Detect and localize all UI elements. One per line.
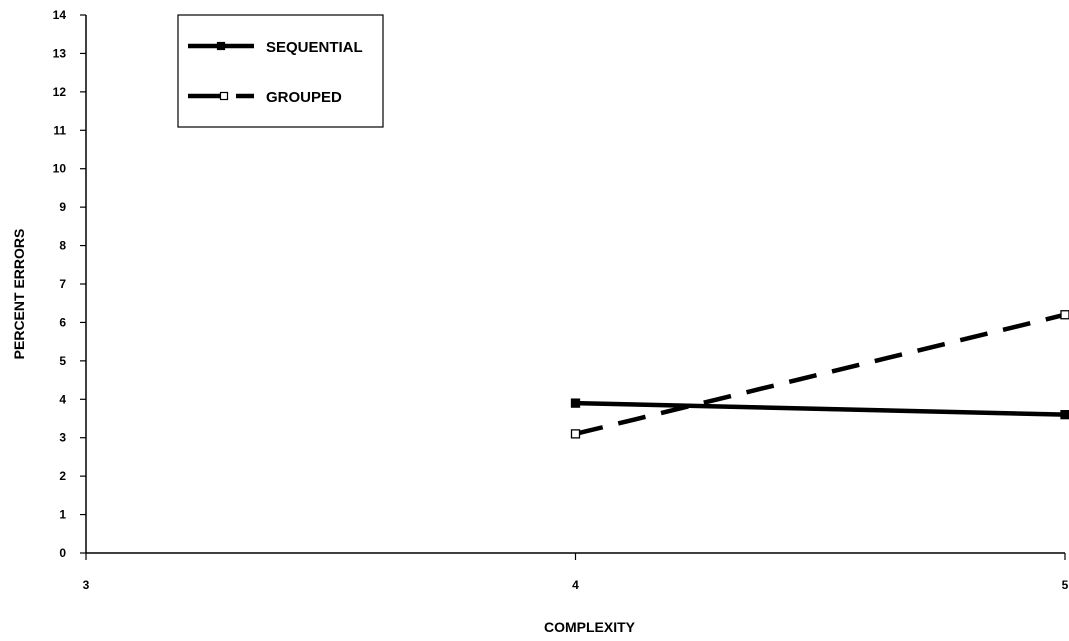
y-tick-label: 6	[59, 315, 66, 329]
y-tick-label: 5	[59, 354, 66, 368]
legend-items: SEQUENTIAL GROUPED	[188, 39, 363, 106]
y-axis-title: PERCENT ERRORS	[11, 229, 27, 360]
y-tick-label: 1	[59, 508, 66, 522]
y-tick-label: 12	[53, 85, 67, 99]
legend-label: SEQUENTIAL	[266, 39, 363, 56]
y-tick-label: 7	[59, 277, 66, 291]
legend-marker	[219, 91, 229, 101]
y-tick-label: 11	[53, 123, 66, 137]
legend-marker	[216, 41, 226, 51]
series-layer	[570, 310, 1069, 439]
y-tick-label: 2	[59, 469, 66, 483]
data-point-sequential	[570, 398, 581, 408]
y-tick-label: 9	[59, 200, 66, 214]
series-line-grouped	[574, 312, 1066, 437]
legend-label: GROUPED	[266, 89, 342, 106]
x-tick-label: 4	[572, 578, 579, 592]
legend-box	[177, 14, 384, 128]
data-point-grouped	[570, 429, 581, 439]
y-tick-label: 8	[59, 239, 66, 253]
y-tick-label: 0	[59, 546, 66, 560]
x-tick-label: 5	[1062, 578, 1069, 592]
y-tick-label: 14	[53, 8, 67, 22]
series-line-sequential	[575, 400, 1066, 417]
x-axis-ticks: 3 4 5	[83, 553, 1069, 592]
y-tick-label: 13	[53, 46, 67, 60]
x-tick-label: 3	[83, 578, 90, 592]
legend: SEQUENTIAL GROUPED	[177, 14, 384, 128]
y-tick-label: 4	[59, 392, 66, 406]
data-point-grouped	[1060, 310, 1069, 320]
y-tick-label: 3	[59, 431, 66, 445]
data-point-sequential	[1060, 410, 1069, 420]
y-tick-label: 10	[53, 162, 67, 176]
x-axis-title: COMPLEXITY	[544, 619, 636, 635]
